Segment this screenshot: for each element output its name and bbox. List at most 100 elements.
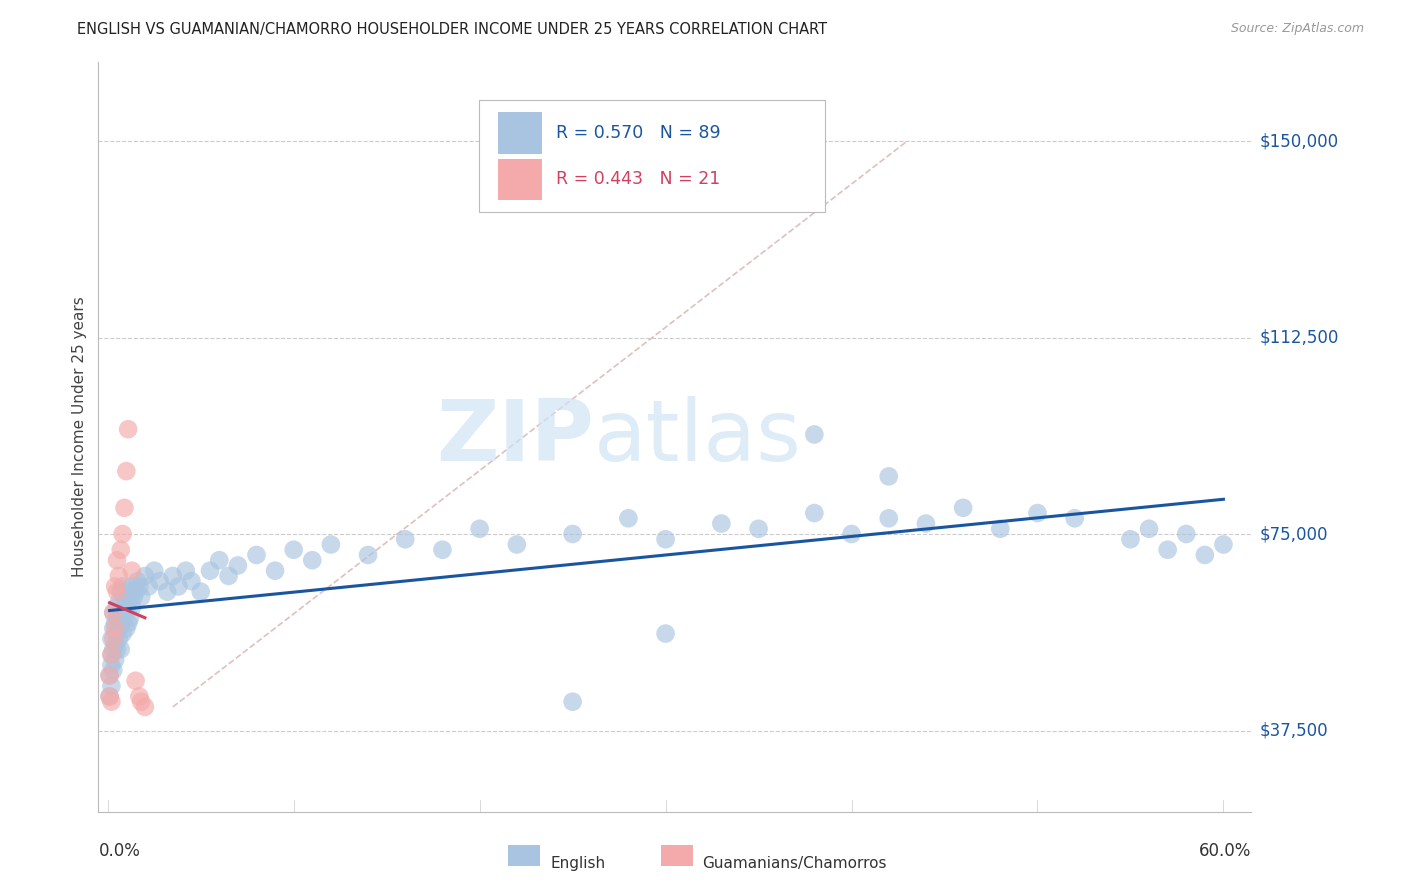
Bar [661, 846, 693, 866]
Bar [499, 159, 543, 200]
Point [128, 579, 150, 593]
Point [108, 632, 131, 646]
Point [103, 606, 125, 620]
Point [117, 616, 139, 631]
Point [104, 579, 127, 593]
Point [114, 611, 136, 625]
Point [877, 511, 900, 525]
Point [105, 611, 128, 625]
Point [100, 632, 122, 646]
Point [1026, 506, 1049, 520]
Point [245, 548, 267, 562]
Point [117, 422, 139, 436]
Point [98, 690, 121, 704]
Point [114, 590, 136, 604]
Point [98, 668, 121, 682]
Point [117, 595, 139, 609]
Point [1137, 522, 1160, 536]
Point [1119, 533, 1142, 547]
Point [100, 648, 122, 662]
Point [561, 695, 583, 709]
Point [110, 642, 132, 657]
Point [128, 690, 150, 704]
Point [226, 558, 249, 573]
Point [103, 621, 125, 635]
Bar [499, 112, 543, 153]
Point [1063, 511, 1085, 525]
Point [100, 658, 122, 673]
Point [118, 611, 141, 625]
Point [104, 616, 127, 631]
Point [174, 564, 197, 578]
Point [1175, 527, 1198, 541]
Point [156, 584, 179, 599]
Point [111, 579, 134, 593]
Point [122, 590, 145, 604]
Point [803, 427, 825, 442]
Point [115, 621, 138, 635]
Point [357, 548, 380, 562]
Point [803, 506, 825, 520]
Point [104, 621, 127, 635]
Point [118, 590, 141, 604]
Point [100, 695, 122, 709]
Text: Guamanians/Chamorros: Guamanians/Chamorros [703, 856, 887, 871]
Text: English: English [550, 856, 606, 871]
Y-axis label: Householder Income Under 25 years: Householder Income Under 25 years [72, 297, 87, 577]
Point [110, 584, 132, 599]
Point [100, 648, 122, 662]
Point [468, 522, 491, 536]
Point [180, 574, 202, 589]
Point [218, 569, 240, 583]
Point [108, 569, 131, 583]
Point [127, 574, 149, 589]
Point [561, 527, 583, 541]
Text: ZIP: ZIP [436, 395, 595, 479]
Point [115, 464, 138, 478]
Point [319, 537, 342, 551]
Text: 0.0%: 0.0% [98, 842, 141, 860]
Point [129, 695, 152, 709]
Point [110, 542, 132, 557]
Point [149, 574, 172, 589]
Text: $150,000: $150,000 [1260, 132, 1339, 150]
Point [162, 569, 184, 583]
Point [124, 584, 146, 599]
Point [110, 616, 132, 631]
Point [877, 469, 900, 483]
Point [105, 600, 128, 615]
Point [129, 590, 152, 604]
Point [506, 537, 529, 551]
Point [121, 579, 143, 593]
Point [108, 595, 131, 609]
Point [208, 553, 231, 567]
Point [264, 564, 287, 578]
Point [103, 663, 125, 677]
Point [134, 700, 156, 714]
Point [283, 542, 305, 557]
Point [103, 606, 125, 620]
Point [103, 642, 125, 657]
Point [98, 668, 121, 682]
Point [124, 673, 146, 688]
Point [105, 553, 128, 567]
Text: atlas: atlas [595, 395, 803, 479]
Point [710, 516, 733, 531]
Text: R = 0.443   N = 21: R = 0.443 N = 21 [557, 170, 720, 188]
Text: $112,500: $112,500 [1260, 328, 1339, 346]
Text: $37,500: $37,500 [1260, 722, 1329, 739]
Text: $75,000: $75,000 [1260, 525, 1329, 543]
Point [394, 533, 416, 547]
Point [654, 626, 676, 640]
Point [167, 579, 190, 593]
Point [111, 606, 134, 620]
Point [190, 584, 212, 599]
Point [105, 626, 128, 640]
Text: R = 0.570   N = 89: R = 0.570 N = 89 [557, 124, 721, 142]
Point [952, 500, 974, 515]
Point [432, 542, 454, 557]
Point [98, 690, 121, 704]
Point [143, 564, 166, 578]
Point [111, 527, 134, 541]
Point [100, 679, 122, 693]
